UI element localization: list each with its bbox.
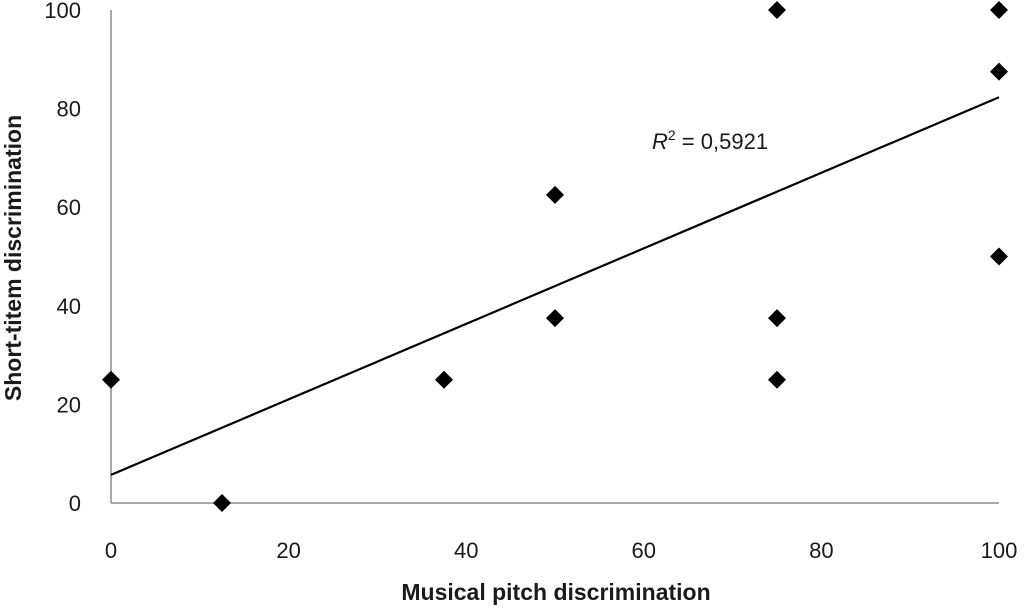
data-point bbox=[435, 370, 453, 389]
data-points bbox=[102, 1, 1008, 512]
x-axis-title: Musical pitch discrimination bbox=[401, 579, 710, 605]
r-squared-value: = 0,5921 bbox=[676, 129, 768, 154]
data-point bbox=[546, 185, 564, 204]
data-point bbox=[990, 247, 1008, 266]
x-tick-label: 100 bbox=[981, 538, 1018, 563]
data-point bbox=[990, 62, 1008, 81]
data-point bbox=[990, 1, 1008, 19]
y-tick-labels: 0 20 40 60 80 100 bbox=[44, 0, 81, 516]
x-tick-label: 0 bbox=[105, 538, 117, 563]
r-squared-annotation: R2 = 0,5921 bbox=[652, 127, 768, 154]
r-squared-symbol: R bbox=[652, 129, 668, 154]
x-tick-label: 80 bbox=[809, 538, 833, 563]
y-tick-label: 80 bbox=[57, 97, 81, 122]
y-tick-label: 100 bbox=[44, 0, 81, 23]
r-squared-superscript: 2 bbox=[668, 127, 676, 143]
y-axis-title: Short-titem discrimination bbox=[0, 115, 26, 401]
x-tick-labels: 0 20 40 60 80 100 bbox=[105, 538, 1017, 563]
data-point bbox=[546, 309, 564, 328]
x-tick-label: 60 bbox=[632, 538, 656, 563]
axes bbox=[110, 10, 999, 504]
data-point bbox=[102, 370, 120, 389]
trend-line bbox=[110, 96, 1000, 476]
data-point bbox=[768, 370, 786, 389]
y-tick-label: 60 bbox=[57, 195, 81, 220]
x-tick-label: 40 bbox=[454, 538, 478, 563]
y-tick-label: 40 bbox=[57, 294, 81, 319]
y-tick-label: 0 bbox=[69, 491, 81, 516]
data-point bbox=[213, 494, 231, 512]
data-point bbox=[768, 309, 786, 328]
x-tick-label: 20 bbox=[276, 538, 300, 563]
y-tick-label: 20 bbox=[57, 392, 81, 417]
data-point bbox=[768, 1, 786, 19]
